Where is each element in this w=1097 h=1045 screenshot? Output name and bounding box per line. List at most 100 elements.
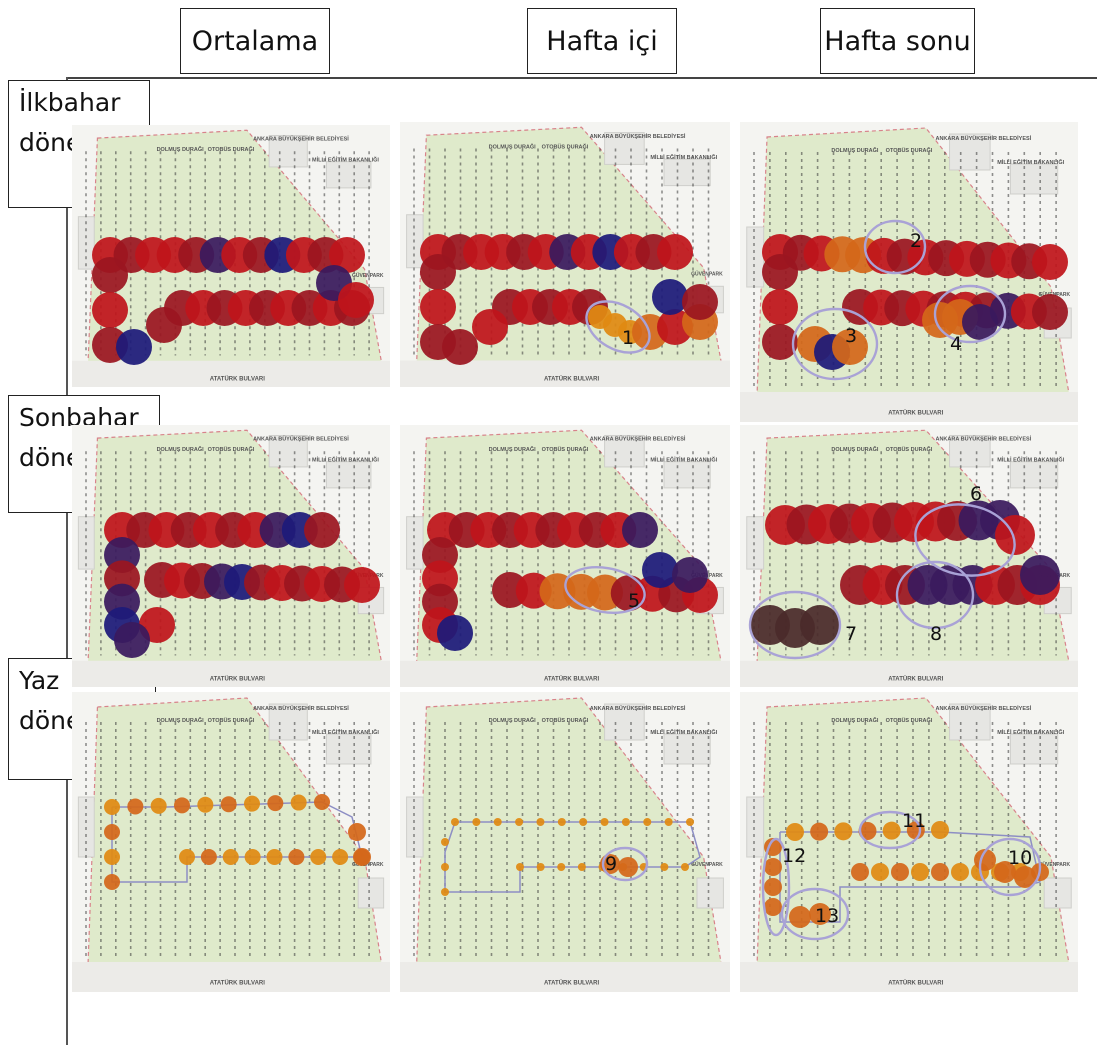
noise-point <box>104 849 120 865</box>
road <box>740 962 1078 992</box>
noise-point <box>762 289 798 325</box>
noise-point <box>931 863 949 881</box>
noise-point <box>437 615 473 651</box>
noise-point <box>332 849 349 865</box>
annotation-number: 1 <box>622 327 634 349</box>
noise-point <box>762 254 798 290</box>
building-block <box>604 132 645 165</box>
building-block <box>406 516 424 570</box>
noise-point <box>266 849 283 865</box>
noise-point <box>682 284 718 320</box>
street-label: ATATÜRK BULVARI <box>210 675 265 682</box>
noise-point <box>116 329 152 365</box>
annotation-number: 9 <box>605 853 617 875</box>
building-block <box>268 434 308 468</box>
noise-point <box>310 849 327 865</box>
noise-point <box>244 795 260 812</box>
building-block <box>663 158 711 187</box>
noise-point <box>664 818 673 826</box>
map-yaz-ortalama: DOLMUŞ DURAĞI OTOBÜS DURAĞI ANKARA BÜYÜKŞE… <box>72 692 390 992</box>
noise-point <box>267 795 284 812</box>
row-header-line: İlkbahar <box>19 88 121 117</box>
street-label: ATATÜRK BULVARI <box>544 375 599 382</box>
noise-point <box>222 849 239 865</box>
map-ilkbahar-hafta-sonu: DOLMUŞ DURAĞI OTOBÜS DURAĞI ANKARA BÜYÜKŞE… <box>740 122 1078 422</box>
park-area <box>416 698 724 977</box>
building-block <box>949 434 991 468</box>
map-yaz-hafta-ici: DOLMUŞ DURAĞI OTOBÜS DURAĞI ANKARA BÜYÜKŞE… <box>400 692 730 992</box>
park-boundary <box>756 127 1072 408</box>
row-rule <box>66 77 68 1045</box>
map-sonbahar-ortalama: DOLMUŞ DURAĞI OTOBÜS DURAĞI ANKARA BÜYÜKŞE… <box>72 425 390 687</box>
noise-point <box>962 304 998 340</box>
noise-point <box>686 818 694 826</box>
noise-point <box>179 849 195 865</box>
noise-point <box>764 898 782 916</box>
road <box>400 360 730 387</box>
map-place-label: MİLLİ EĞİTİM BAKANLIĞI <box>650 456 717 464</box>
building-block <box>1043 877 1072 909</box>
map-place-label: DOLMUŞ DURAĞI <box>489 716 537 724</box>
row-header-line: Yaz <box>19 666 60 695</box>
building-block <box>406 796 424 858</box>
park-boundary <box>87 697 385 978</box>
building-block <box>604 703 645 741</box>
noise-point <box>764 858 782 876</box>
noise-point <box>764 878 782 896</box>
noise-point <box>344 567 380 603</box>
map-ilkbahar-hafta-ici: DOLMUŞ DURAĞI OTOBÜS DURAĞI ANKARA BÜYÜKŞE… <box>400 122 730 387</box>
map-place-label: OTOBÜS DURAĞI <box>208 445 255 453</box>
highlight-ellipse <box>748 590 842 660</box>
noise-point <box>1032 294 1068 330</box>
map-place-label: DOLMUŞ DURAĞI <box>831 146 879 154</box>
street-label: ATATÜRK BULVARI <box>888 980 943 987</box>
noise-point <box>911 863 929 881</box>
noise-point <box>994 861 1016 883</box>
map-place-label: OTOBÜS DURAĞI <box>886 146 933 154</box>
noise-point <box>451 818 459 826</box>
noise-point <box>951 863 969 881</box>
map-place-label: DOLMUŞ DURAĞI <box>157 716 205 724</box>
building-block <box>746 226 765 288</box>
map-yaz-hafta-sonu: DOLMUŞ DURAĞI OTOBÜS DURAĞI ANKARA BÜYÜKŞE… <box>740 692 1078 992</box>
noise-point <box>832 329 868 365</box>
map-place-label: OTOBÜS DURAĞI <box>208 145 255 153</box>
noise-point <box>114 622 150 658</box>
noise-point <box>871 863 889 881</box>
map-place-label: ANKARA BÜYÜKŞEHİR BELEDİYESİ <box>935 135 1031 142</box>
map-place-label: MİLLİ EĞİTİM BAKANLIĞI <box>997 456 1064 464</box>
noise-point <box>288 849 305 865</box>
highlight-ellipse <box>895 560 975 630</box>
noise-point <box>104 874 120 890</box>
noise-point <box>809 903 831 925</box>
noise-point <box>472 818 481 826</box>
column-header-hafta-sonu: Hafta sonu <box>820 8 975 74</box>
noise-point <box>536 818 545 826</box>
highlight-ellipse <box>585 300 651 354</box>
noise-point <box>197 796 214 813</box>
highlight-ellipse <box>791 307 879 381</box>
building-block <box>325 461 372 489</box>
map-place-label: OTOBÜS DURAĞI <box>886 716 933 724</box>
map-place-label: ANKARA BÜYÜKŞEHİR BELEDİYESİ <box>253 705 349 712</box>
annotation-number: 7 <box>845 623 857 645</box>
noise-point <box>441 888 449 896</box>
noise-point <box>353 848 371 866</box>
noise-point <box>660 863 669 871</box>
building-block <box>949 133 991 171</box>
building-block <box>663 461 711 489</box>
noise-point <box>600 818 609 826</box>
map-place-label: ANKARA BÜYÜKŞEHİR BELEDİYESİ <box>590 705 686 712</box>
noise-point <box>891 863 909 881</box>
map-place-label: ANKARA BÜYÜKŞEHİR BELEDİYESİ <box>590 133 686 140</box>
building-block <box>1009 163 1059 195</box>
map-place-label: DOLMUŞ DURAĞI <box>831 716 879 724</box>
annotation-number: 3 <box>845 325 857 347</box>
map-place-label: DOLMUŞ DURAĞI <box>831 445 879 453</box>
highlight-ellipse <box>780 887 850 941</box>
building-block <box>268 703 308 741</box>
noise-point <box>762 324 798 360</box>
noise-point <box>577 863 586 871</box>
